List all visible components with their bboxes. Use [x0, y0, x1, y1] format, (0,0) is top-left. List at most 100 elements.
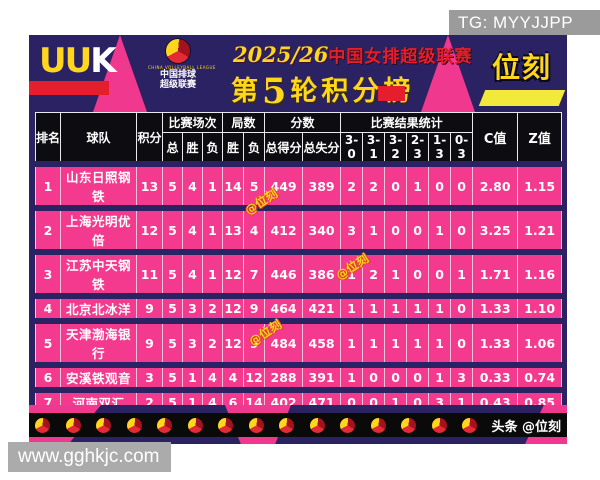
red-bar-under-left-logo — [29, 81, 109, 95]
telegram-watermark: TG: MYYJJPP — [449, 10, 600, 35]
col-z-value: Z值 — [517, 112, 563, 165]
table-row: 4 北京北冰洋 9 5 3 2 12 9 464 421 1 1 1 1 1 0 1.33 1.10 — [35, 295, 563, 322]
col-points-against: 总失分 — [302, 132, 342, 165]
volleyball-icon — [370, 417, 386, 433]
col-result-3-1: 3-1 — [362, 132, 386, 165]
stat-cell: 3 — [136, 364, 163, 391]
stat-cell: 0 — [428, 251, 452, 297]
league-logo-cn-line2: 超级联赛 — [159, 80, 196, 91]
stat-cell: 1 — [201, 207, 224, 253]
volleyball-icon — [279, 417, 295, 433]
stat-cell: 5 — [162, 364, 183, 391]
col-sets-loss: 负 — [243, 132, 266, 165]
stat-cell: 1.06 — [517, 320, 563, 366]
standings-head: 排名 球队 积分 比赛场次 局数 分数 比赛结果统计 C值 Z值 总 胜 负 胜… — [35, 112, 563, 165]
stat-cell: 5 — [162, 320, 183, 366]
season-text: 2025/26 — [233, 42, 329, 67]
volleyball-icon — [65, 417, 81, 433]
stat-cell: 1 — [340, 295, 364, 322]
stat-cell: 1 — [450, 251, 474, 297]
china-volleyball-league-logo: CHINA VOLLEYBALL LEAGUE 中国排球 超级联赛 — [148, 38, 216, 91]
stat-cell: 0 — [384, 163, 408, 209]
round-prefix: 第 — [231, 76, 262, 107]
stat-cell: 0 — [406, 207, 430, 253]
stat-cell: 1 — [362, 207, 386, 253]
stat-cell: 391 — [302, 364, 342, 391]
stat-cell: 4 — [182, 251, 203, 297]
stat-cell: 1 — [362, 295, 386, 322]
red-bar-after-title — [378, 86, 405, 101]
weike-logo: 位刻 — [478, 46, 566, 106]
stat-cell: 12 — [222, 251, 245, 297]
uuk-logo-yellow-part: UU — [39, 41, 92, 81]
team-cell: 安溪铁观音 — [60, 364, 137, 391]
col-group-matches: 比赛场次 — [161, 112, 224, 133]
col-result-2-3: 2-3 — [406, 132, 430, 165]
stat-cell: 0 — [450, 163, 474, 209]
stat-cell: 13 — [136, 163, 163, 209]
poster-header-banner: UUK CHINA VOLLEYBALL LEAGUE 中国排球 超级联赛 20… — [29, 35, 567, 112]
league-logo-english-text: CHINA VOLLEYBALL LEAGUE — [148, 65, 216, 70]
stat-cell: 412 — [264, 207, 304, 253]
league-name-text: 中国女排超级联赛 — [328, 47, 473, 67]
league-logo-cn-line1: 中国排球 — [159, 70, 196, 80]
stat-cell: 11 — [136, 251, 163, 297]
stat-cell: 14 — [222, 163, 245, 209]
team-cell: 北京北冰洋 — [60, 295, 137, 322]
stat-cell: 2 — [340, 163, 364, 209]
table-row: 6 安溪铁观音 3 5 1 4 4 12 288 391 1 0 0 0 1 3 0.33 0.74 — [35, 364, 563, 391]
stat-cell: 4 — [243, 207, 266, 253]
stat-cell: 12 — [136, 207, 163, 253]
footer-black-strip: 头条 @位刻 — [29, 413, 567, 437]
stat-cell: 1.71 — [472, 251, 519, 297]
col-result-0-3: 0-3 — [450, 132, 474, 165]
rank-cell: 3 — [35, 251, 61, 297]
col-c-value: C值 — [472, 112, 519, 165]
stat-cell: 7 — [243, 251, 266, 297]
stat-cell: 484 — [264, 320, 304, 366]
stat-cell: 0 — [406, 251, 430, 297]
volleyball-icon — [340, 417, 356, 433]
stat-cell: 464 — [264, 295, 304, 322]
stat-cell: 4 — [182, 207, 203, 253]
stat-cell: 9 — [243, 295, 266, 322]
footer-ball-strip — [35, 417, 491, 433]
col-matches-total: 总 — [162, 132, 183, 165]
stat-cell: 2 — [362, 163, 386, 209]
table-row: 2 上海光明优倍 12 5 4 1 13 4 412 340 3 1 0 0 1 0 3.25 1.21 — [35, 207, 563, 253]
stat-cell: 5 — [162, 295, 183, 322]
col-rank: 排名 — [35, 112, 61, 165]
stat-cell: 0 — [428, 163, 452, 209]
stat-cell: 1 — [201, 251, 224, 297]
stat-cell: 449 — [264, 163, 304, 209]
stat-cell: 1 — [406, 320, 430, 366]
volleyball-icon — [96, 417, 112, 433]
team-cell: 江苏中天钢铁 — [60, 251, 137, 297]
stat-cell: 1 — [428, 207, 452, 253]
stat-cell: 5 — [162, 207, 183, 253]
stat-cell: 3 — [182, 320, 203, 366]
stat-cell: 1.33 — [472, 295, 519, 322]
yellow-bar-under-right-logo — [478, 90, 566, 106]
rank-cell: 6 — [35, 364, 61, 391]
stat-cell: 1.16 — [517, 251, 563, 297]
stat-cell: 1 — [428, 320, 452, 366]
stat-cell: 446 — [264, 251, 304, 297]
stat-cell: 13 — [222, 207, 245, 253]
col-group-score: 分数 — [264, 112, 342, 133]
rank-cell: 2 — [35, 207, 61, 253]
stat-cell: 386 — [302, 251, 342, 297]
footer-band: 头条 @位刻 — [29, 405, 567, 444]
stat-cell: 1 — [384, 320, 408, 366]
standings-poster: UUK CHINA VOLLEYBALL LEAGUE 中国排球 超级联赛 20… — [29, 35, 567, 444]
stat-cell: 0 — [384, 364, 408, 391]
stat-cell: 458 — [302, 320, 342, 366]
col-matches-win: 胜 — [182, 132, 203, 165]
stat-cell: 389 — [302, 163, 342, 209]
rank-cell: 1 — [35, 163, 61, 209]
stat-cell: 12 — [222, 295, 245, 322]
stat-cell: 3 — [340, 207, 364, 253]
col-group-results: 比赛结果统计 — [340, 112, 474, 133]
stat-cell: 12 — [222, 320, 245, 366]
table-row: 5 天津渤海银行 9 5 3 2 12 9 484 458 1 1 1 1 1 0 1.33 1.06 — [35, 320, 563, 366]
